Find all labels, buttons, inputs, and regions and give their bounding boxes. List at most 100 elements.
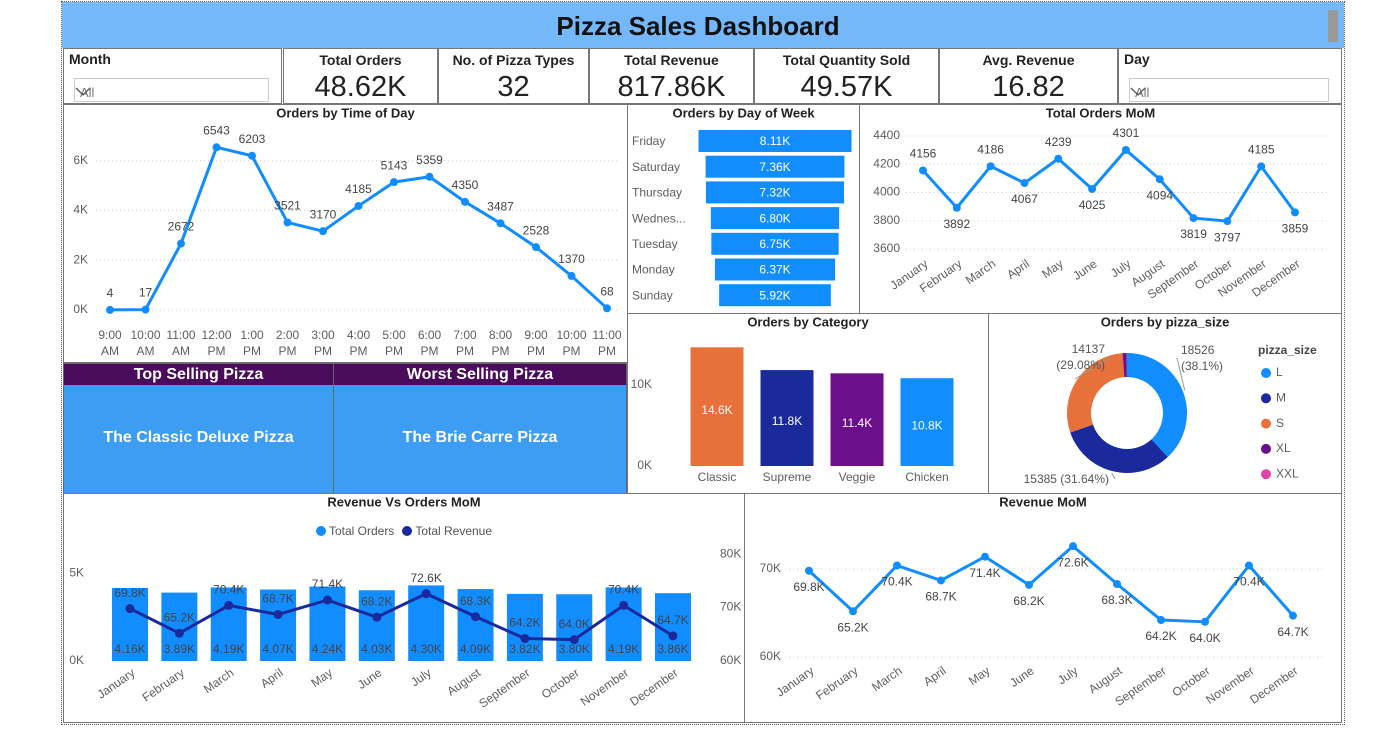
chart-svg: Orders by pizza_size pizza_size LMS XL XXL xyxy=(1067,314,1317,480)
x-tick-label: 7:00 PM xyxy=(453,328,477,358)
highlight-header: Top Selling Pizza xyxy=(64,364,333,385)
legend-title: pizza_size xyxy=(1258,343,1317,357)
chart-svg: Orders by Day of Week 8.11K Friday 7.36K Sat… xyxy=(632,105,852,307)
legend-item: Total Revenue xyxy=(402,524,492,538)
x-tick-label: October xyxy=(539,666,582,702)
x-tick-label: April xyxy=(921,664,949,689)
chart-panel: Total Orders MoM 3600 3800 4000 4200 4400 4156… xyxy=(859,104,1342,314)
chart-svg: Orders by Time of Day 0K 2K 4K 6K 4 17 2672 6543… xyxy=(73,105,620,316)
data-label: 68.2K xyxy=(361,594,392,608)
data-label: 6.37K xyxy=(759,263,790,277)
leader-line xyxy=(1176,357,1186,391)
chart-panel: Orders by pizza_size pizza_size L M S XL XXL 18… xyxy=(988,313,1342,494)
data-label: 11.4K xyxy=(842,416,872,430)
point xyxy=(1088,184,1097,193)
bar xyxy=(830,373,884,466)
y-tick-label: 60K xyxy=(760,649,781,663)
data-label: 5359 xyxy=(416,153,443,167)
data-label: 5.92K xyxy=(759,288,790,302)
data-label: 3170 xyxy=(310,207,337,221)
data-label: 68.3K xyxy=(460,594,491,608)
funnel-bar xyxy=(698,130,852,152)
point xyxy=(893,561,901,570)
donut-slice xyxy=(1122,353,1127,378)
x-tick-label: March xyxy=(869,664,904,695)
data-label: 72.6K xyxy=(1057,555,1088,569)
data-label: 4.03K xyxy=(361,642,392,656)
point xyxy=(425,172,434,181)
x-tick-label: February xyxy=(813,664,860,703)
data-label: 64.0K xyxy=(559,617,590,631)
data-label: 2528 xyxy=(523,223,550,237)
y-tick-label: 6K xyxy=(73,153,88,167)
dropdown[interactable]: All xyxy=(74,78,269,102)
point xyxy=(1223,217,1232,226)
funnel-bar xyxy=(711,232,839,255)
data-label: 70.4K xyxy=(213,583,244,597)
point xyxy=(1155,175,1164,184)
legend-label: S xyxy=(1276,416,1284,430)
bar xyxy=(358,590,395,661)
data-label: 4301 xyxy=(1113,126,1140,140)
data-label: 15385 (31.64%) xyxy=(1023,472,1109,486)
point xyxy=(212,143,221,152)
y-tick-label: 5K xyxy=(69,565,84,579)
bar xyxy=(605,587,642,661)
category-label: Wednes... xyxy=(632,211,686,225)
point xyxy=(1020,179,1029,188)
point xyxy=(981,552,989,561)
data-label: 70.4K xyxy=(608,583,639,597)
data-label: 4.07K xyxy=(262,642,293,656)
bar xyxy=(556,594,593,661)
bar xyxy=(260,589,297,661)
data-label: 3797 xyxy=(1214,230,1241,244)
legend-swatch xyxy=(1261,443,1271,454)
category-label: Friday xyxy=(632,134,665,148)
point xyxy=(461,197,469,206)
chevron xyxy=(1130,87,1146,96)
line xyxy=(129,592,674,642)
data-label: 69.8K xyxy=(114,586,145,600)
point xyxy=(106,305,114,314)
x-tick-label: April xyxy=(1004,257,1032,282)
point xyxy=(1054,154,1063,163)
point xyxy=(1189,214,1198,223)
x-tick-label: 9:00 PM xyxy=(524,328,548,358)
point xyxy=(937,576,945,585)
data-label: 64.7K xyxy=(1277,625,1308,639)
point xyxy=(919,166,927,175)
point xyxy=(569,635,579,645)
point xyxy=(805,566,813,575)
data-label: 4.19K xyxy=(213,642,244,656)
kpi-card: Total Quantity Sold 49.57K xyxy=(754,48,939,104)
data-label: 7.36K xyxy=(759,160,790,174)
data-label: 68.3K xyxy=(1101,593,1132,607)
chart-title: Revenue MoM xyxy=(999,494,1086,509)
kpi-card: No. of Pizza Types 32 xyxy=(438,48,589,104)
point xyxy=(283,218,292,227)
highlight-card: Top Selling Pizza The Classic Deluxe Pizz… xyxy=(63,363,334,494)
x-tick-label: November xyxy=(578,666,631,709)
kpi-value: 48.62K xyxy=(314,71,407,103)
category-label: Saturday xyxy=(632,160,680,174)
data-label: 64.2K xyxy=(509,616,540,630)
data-label: 3487 xyxy=(487,199,514,213)
data-label: 17 xyxy=(139,286,153,300)
point xyxy=(141,305,150,314)
funnel-bar xyxy=(719,284,831,307)
point xyxy=(520,634,530,644)
slicer: Day All xyxy=(1118,48,1342,104)
x-tick-label: 5:00 PM xyxy=(382,328,406,358)
dropdown[interactable]: All xyxy=(1129,78,1329,102)
chart-svg: Revenue MoM 60K 70K 69.8K January 65.2K Februa… xyxy=(760,494,1325,709)
data-label: 72.6K xyxy=(411,571,442,585)
point xyxy=(390,178,398,187)
legend-label: M xyxy=(1276,390,1286,404)
chart-svg: Orders by Category 0K 10K 14.6K Classic 11.8K… xyxy=(631,314,954,484)
scrollbar[interactable] xyxy=(1328,10,1338,42)
legend-label: Total Revenue xyxy=(415,524,493,538)
point xyxy=(1025,580,1033,589)
x-tick-label: 2:00 PM xyxy=(275,328,300,358)
x-tick-label: July xyxy=(1055,664,1081,688)
point xyxy=(421,589,431,599)
